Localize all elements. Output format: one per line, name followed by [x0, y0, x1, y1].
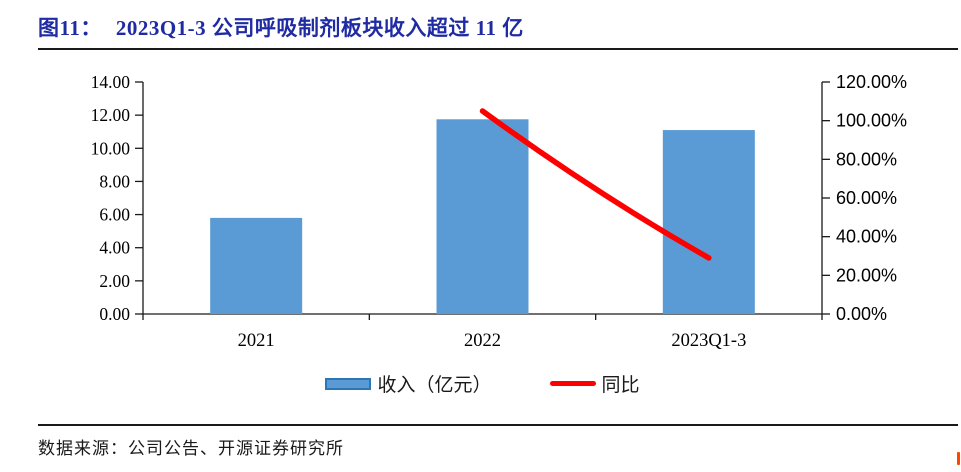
- revenue-bar-2022: [436, 119, 529, 315]
- page-edge-artifact: [957, 452, 960, 465]
- source-note: 数据来源：公司公告、开源证券研究所: [38, 439, 344, 458]
- revenue-bar-2023Q1-3: [662, 130, 755, 314]
- left-axis-tick-label: 2.00: [99, 271, 130, 291]
- left-axis-tick-label: 12.00: [91, 105, 131, 125]
- left-axis-tick-label: 4.00: [99, 238, 130, 258]
- title-divider: [38, 48, 958, 50]
- left-axis-tick-label: 10.00: [91, 138, 131, 158]
- legend-item-revenue: 收入（亿元）: [325, 370, 492, 397]
- left-axis-tick-label: 0.00: [99, 304, 130, 324]
- legend-item-yoy: 同比: [549, 370, 640, 397]
- revenue-bar-swatch-icon: [325, 377, 372, 390]
- right-axis-tick-label: 20.00%: [836, 265, 897, 285]
- figure-title-text: 2023Q1-3 公司呼吸制剂板块收入超过 11 亿: [115, 16, 524, 40]
- left-axis-tick-label: 14.00: [91, 72, 131, 92]
- chart-legend: 收入（亿元） 同比: [143, 370, 822, 397]
- right-axis-tick-label: 40.00%: [836, 227, 897, 247]
- x-axis-category-label: 2021: [238, 331, 275, 351]
- left-axis-tick-label: 8.00: [99, 171, 130, 191]
- revenue-bar-2021: [210, 217, 303, 314]
- figure-number: 图11：: [38, 16, 102, 40]
- x-axis-category-label: 2023Q1-3: [671, 331, 746, 351]
- right-axis-tick-label: 120.00%: [836, 72, 907, 92]
- x-axis-category-label: 2022: [464, 331, 501, 351]
- right-axis-tick-label: 80.00%: [836, 149, 897, 169]
- yoy-line-swatch-icon: [549, 381, 596, 386]
- yoy-line: [479, 108, 712, 261]
- chart-area: 0.00 2.00 4.00 6.00 8.00 10.00 12.00 14.00 0.00%…: [0, 60, 961, 360]
- legend-label-revenue: 收入（亿元）: [377, 375, 492, 396]
- chart-canvas: 0.00 2.00 4.00 6.00 8.00 10.00 12.00 14.00 0.00%…: [91, 72, 907, 351]
- legend-label-yoy: 同比: [601, 375, 640, 396]
- right-axis-tick-label: 100.00%: [836, 111, 907, 131]
- figure-title: 图11： 2023Q1-3 公司呼吸制剂板块收入超过 11 亿: [38, 12, 958, 42]
- left-axis-tick-label: 6.00: [99, 205, 130, 225]
- right-axis-tick-label: 0.00%: [836, 304, 887, 324]
- right-axis-tick-label: 60.00%: [836, 188, 897, 208]
- source-divider: [38, 424, 958, 426]
